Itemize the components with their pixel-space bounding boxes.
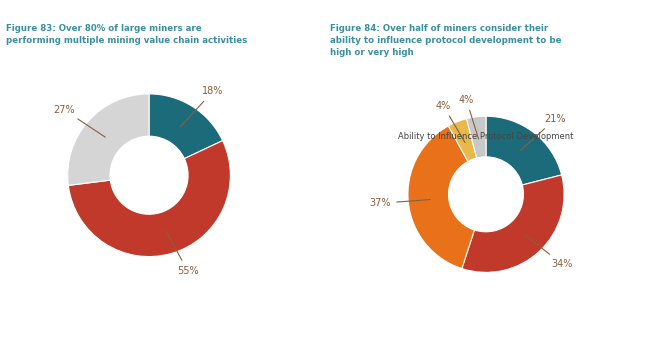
Wedge shape <box>486 116 562 185</box>
Wedge shape <box>149 94 223 159</box>
Text: 34%: 34% <box>524 235 573 269</box>
Text: 55%: 55% <box>166 231 198 276</box>
Wedge shape <box>462 175 564 272</box>
Text: 27%: 27% <box>53 104 105 137</box>
Text: 21%: 21% <box>520 114 566 151</box>
Wedge shape <box>467 116 486 158</box>
Text: Figure 84: Over half of miners consider their
ability to influence protocol deve: Figure 84: Over half of miners consider … <box>330 24 562 57</box>
Text: Ability to Influence Protocol Development: Ability to Influence Protocol Developmen… <box>399 132 573 141</box>
Text: 4%: 4% <box>435 101 465 143</box>
Text: 37%: 37% <box>369 198 430 208</box>
Wedge shape <box>67 94 149 185</box>
Wedge shape <box>408 126 474 269</box>
Wedge shape <box>68 141 231 256</box>
Text: Figure 83: Over 80% of large miners are
performing multiple mining value chain a: Figure 83: Over 80% of large miners are … <box>6 24 248 45</box>
Text: 4%: 4% <box>459 95 478 139</box>
Wedge shape <box>448 119 477 161</box>
Text: 18%: 18% <box>181 86 224 127</box>
